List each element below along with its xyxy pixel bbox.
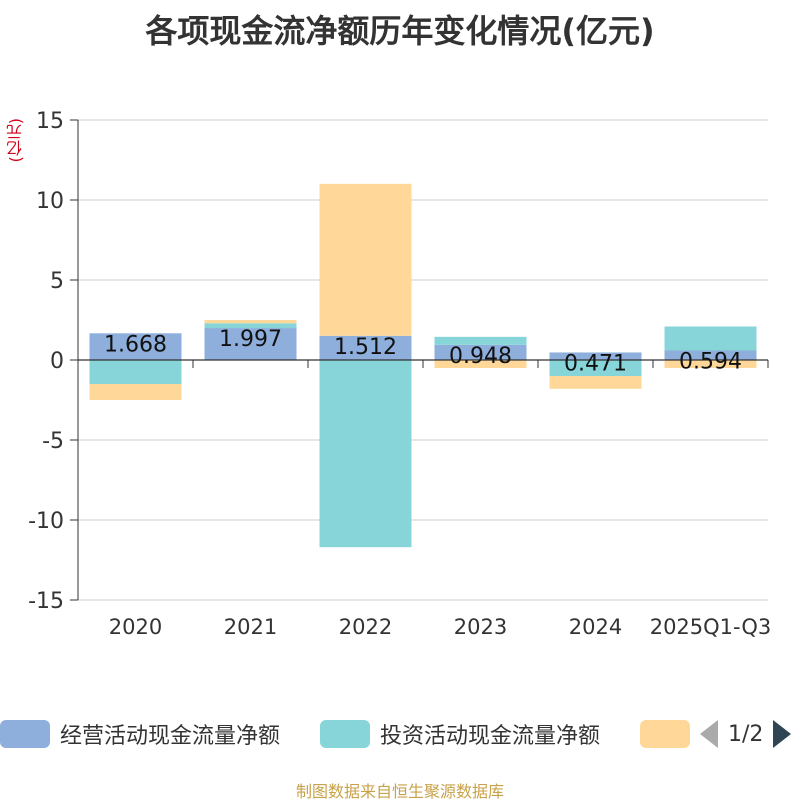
legend-next-page-icon[interactable] (773, 720, 792, 748)
y-tick-label: -5 (42, 429, 64, 454)
data-label-operating: 0.948 (449, 344, 512, 369)
legend-swatch-financing (640, 720, 690, 748)
x-tick-label: 2024 (569, 615, 622, 639)
data-source-note: 制图数据来自恒生聚源数据库 (295, 782, 504, 801)
chart-title: 各项现金流净额历年变化情况(亿元) (145, 12, 655, 50)
x-tick-label: 2020 (109, 615, 162, 639)
bar-financing (89, 384, 182, 400)
legend-item-financing[interactable] (640, 716, 700, 752)
bar-financing (434, 360, 527, 368)
bar-financing (549, 376, 642, 389)
y-tick-label: 15 (36, 109, 64, 134)
y-tick-label: -15 (28, 589, 64, 614)
data-label-operating: 0.471 (564, 351, 627, 376)
x-tick-label: 2025Q1-Q3 (650, 615, 772, 639)
bar-investing (204, 323, 297, 329)
legend-label-investing: 投资活动现金流量净额 (380, 724, 601, 749)
bar-operating (549, 352, 642, 360)
legend-pager: 1/2 (700, 716, 792, 752)
legend-swatch-investing (320, 720, 370, 748)
bar-investing (319, 360, 412, 548)
data-label-operating: 1.997 (219, 327, 282, 352)
bar-investing (434, 336, 527, 345)
x-tick-label: 2023 (454, 615, 507, 639)
legend-prev-page-icon[interactable] (700, 720, 718, 748)
legend-item-operating[interactable]: 经营活动现金流量净额 (0, 716, 280, 752)
data-label-operating: 0.594 (679, 349, 742, 374)
y-tick-label: 5 (50, 269, 64, 294)
bar-investing (549, 360, 642, 376)
legend-page-indicator: 1/2 (728, 721, 764, 747)
legend: 经营活动现金流量净额 投资活动现金流量净额 (0, 716, 800, 756)
bar-operating (319, 335, 412, 360)
legend-swatch-operating (0, 720, 50, 748)
y-tick-label: -10 (28, 509, 64, 534)
data-label-operating: 1.668 (104, 332, 167, 357)
bar-operating (664, 350, 757, 360)
bar-investing (89, 360, 182, 384)
y-tick-label: 0 (50, 349, 64, 374)
x-tick-label: 2021 (224, 615, 277, 639)
bar-financing (664, 360, 757, 368)
bar-operating (204, 328, 297, 360)
y-tick-label: 10 (36, 189, 64, 214)
bar-operating (89, 333, 182, 360)
data-label-operating: 1.512 (334, 335, 397, 360)
legend-label-operating: 经营活动现金流量净额 (60, 724, 281, 749)
chart-area: 15 10 5 0 -5 -10 -15 1.668 1.997 1.512 0.948 0.471 0… (28, 109, 772, 639)
bar-operating (434, 344, 527, 360)
bar-investing (664, 326, 757, 351)
legend-item-investing[interactable]: 投资活动现金流量净额 (320, 716, 600, 752)
x-tick-label: 2022 (339, 615, 392, 639)
bar-financing (319, 183, 412, 336)
bar-financing (204, 320, 297, 324)
